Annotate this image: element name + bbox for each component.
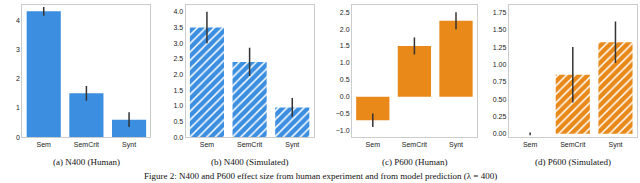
svg-text:SemCrit: SemCrit (560, 141, 585, 148)
svg-text:1: 1 (16, 104, 20, 111)
svg-text:0.25: 0.25 (493, 113, 507, 120)
svg-text:Synt: Synt (285, 141, 299, 149)
svg-text:−1.0: −1.0 (336, 127, 350, 134)
svg-text:(b) N400 (Simulated): (b) N400 (Simulated) (211, 157, 288, 167)
svg-text:1.75: 1.75 (493, 9, 507, 16)
svg-text:1.0: 1.0 (340, 59, 350, 66)
svg-text:1.5: 1.5 (340, 42, 350, 49)
svg-text:Figure 2: N400 and P600 effect: Figure 2: N400 and P600 effect size from… (144, 171, 497, 181)
svg-text:Sem: Sem (366, 141, 381, 148)
svg-text:4: 4 (16, 17, 20, 24)
svg-text:1.50: 1.50 (493, 26, 507, 33)
svg-text:1.25: 1.25 (493, 44, 507, 51)
svg-text:3.0: 3.0 (173, 40, 183, 47)
svg-text:0.5: 0.5 (173, 118, 183, 125)
svg-text:2: 2 (16, 75, 20, 82)
svg-text:3: 3 (16, 46, 20, 53)
svg-text:(d) P600 (Simulated): (d) P600 (Simulated) (535, 157, 611, 167)
svg-text:SemCrit: SemCrit (402, 141, 427, 148)
svg-text:−0.5: −0.5 (336, 110, 350, 117)
svg-text:Sem: Sem (37, 141, 52, 148)
svg-text:Sem: Sem (200, 141, 215, 148)
svg-text:2.5: 2.5 (173, 55, 183, 62)
svg-text:0.0: 0.0 (340, 93, 350, 100)
svg-text:Sem: Sem (523, 141, 538, 148)
svg-text:Synt: Synt (449, 141, 463, 149)
svg-text:3.5: 3.5 (173, 24, 183, 31)
svg-text:1.0: 1.0 (173, 102, 183, 109)
svg-text:Synt: Synt (608, 141, 622, 149)
svg-text:SemCrit: SemCrit (237, 141, 262, 148)
svg-text:0.75: 0.75 (493, 78, 507, 85)
svg-text:4.0: 4.0 (173, 8, 183, 15)
svg-text:0.00: 0.00 (493, 130, 507, 137)
svg-text:1.00: 1.00 (493, 61, 507, 68)
svg-text:(a) N400 (Human): (a) N400 (Human) (53, 157, 120, 167)
svg-text:1.5: 1.5 (173, 87, 183, 94)
svg-text:(c) P600 (Human): (c) P600 (Human) (382, 157, 447, 167)
svg-text:2.5: 2.5 (340, 9, 350, 16)
svg-text:2.0: 2.0 (340, 26, 350, 33)
svg-text:SemCrit: SemCrit (74, 141, 99, 148)
svg-text:0.50: 0.50 (493, 96, 507, 103)
svg-text:0.0: 0.0 (173, 134, 183, 141)
svg-text:2.0: 2.0 (173, 71, 183, 78)
svg-text:Synt: Synt (122, 141, 136, 149)
svg-text:0: 0 (16, 134, 20, 141)
svg-text:0.5: 0.5 (340, 76, 350, 83)
